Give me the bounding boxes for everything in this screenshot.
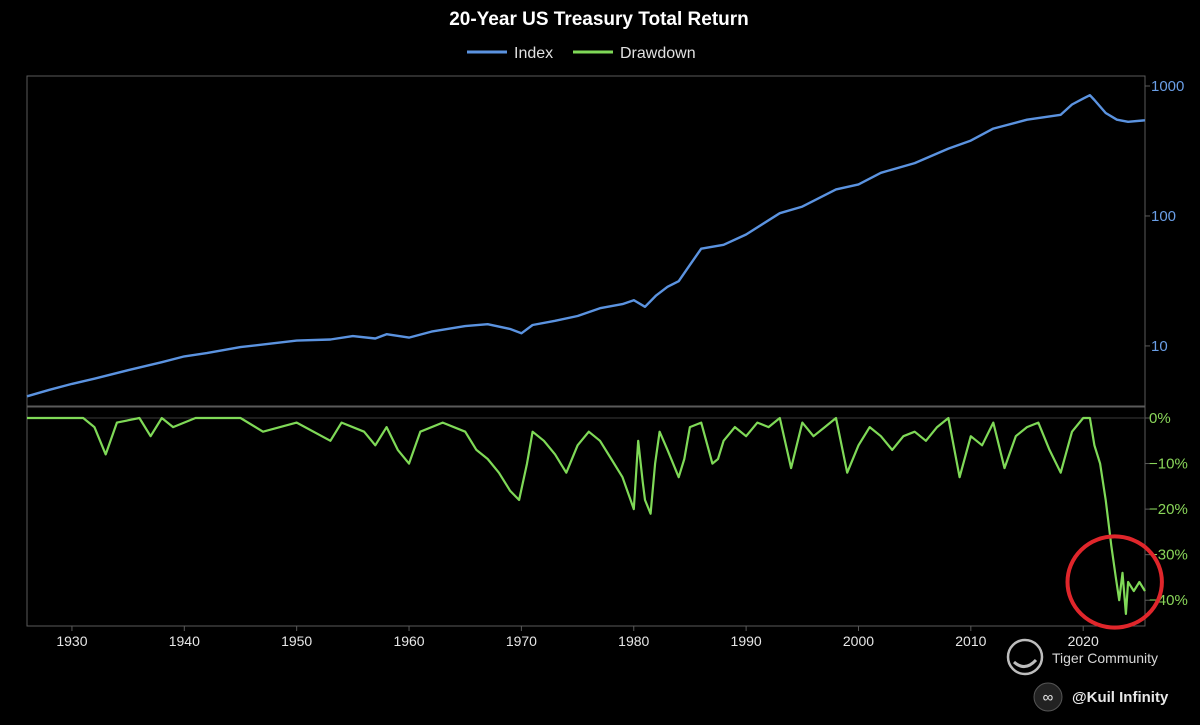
drawdown-y-tick-label: −20% <box>1149 501 1188 518</box>
drawdown-series-line <box>27 416 1146 616</box>
tiger-logo-stripe <box>1012 658 1038 668</box>
handle-label: @Kuil Infinity <box>1072 689 1169 706</box>
index-y-tick-label: 10 <box>1151 338 1168 355</box>
x-tick-label: 1960 <box>393 633 424 649</box>
index-y-tick-label: 100 <box>1151 208 1176 225</box>
x-tick-label: 2000 <box>843 633 874 649</box>
x-tick-label: 1990 <box>731 633 762 649</box>
x-axis: 1930 1940 1950 1960 1970 1980 1990 2000 2010 2020 <box>56 626 1099 649</box>
x-tick-label: 2020 <box>1068 633 1099 649</box>
x-tick-label: 1940 <box>169 633 200 649</box>
drawdown-y-tick-label: −10% <box>1149 456 1188 473</box>
tiger-community-label: Tiger Community <box>1052 650 1158 666</box>
legend-drawdown-label: Drawdown <box>620 45 696 62</box>
chart-title: 20-Year US Treasury Total Return <box>449 9 749 30</box>
index-series-line <box>26 93 1146 398</box>
x-tick-label: 1930 <box>56 633 87 649</box>
x-tick-label: 1980 <box>618 633 649 649</box>
tiger-logo-icon <box>1006 638 1044 676</box>
infinity-glyph: ∞ <box>1043 689 1054 706</box>
legend-index-label: Index <box>514 45 553 62</box>
index-y-axis: 10 100 1000 <box>1145 78 1184 355</box>
x-tick-label: 1970 <box>506 633 537 649</box>
drawdown-y-tick-label: 0% <box>1149 410 1171 427</box>
index-panel-frame <box>26 75 1146 407</box>
drawdown-panel-frame <box>26 406 1146 627</box>
infinity-badge-icon <box>1033 682 1063 712</box>
x-tick-label: 2010 <box>955 633 986 649</box>
tiger-community-watermark: Tiger Community <box>1006 638 1158 676</box>
index-y-tick-label: 1000 <box>1151 78 1184 95</box>
drawdown-y-axis: 0%−10%−20%−30%−40% <box>1145 410 1188 609</box>
x-tick-label: 1950 <box>281 633 312 649</box>
drawdown-y-tick-label: −30% <box>1149 547 1188 564</box>
handle-watermark: ∞ @Kuil Infinity <box>1033 682 1169 712</box>
highlight-ellipse <box>1065 534 1164 630</box>
legend: Index Drawdown <box>467 45 696 62</box>
